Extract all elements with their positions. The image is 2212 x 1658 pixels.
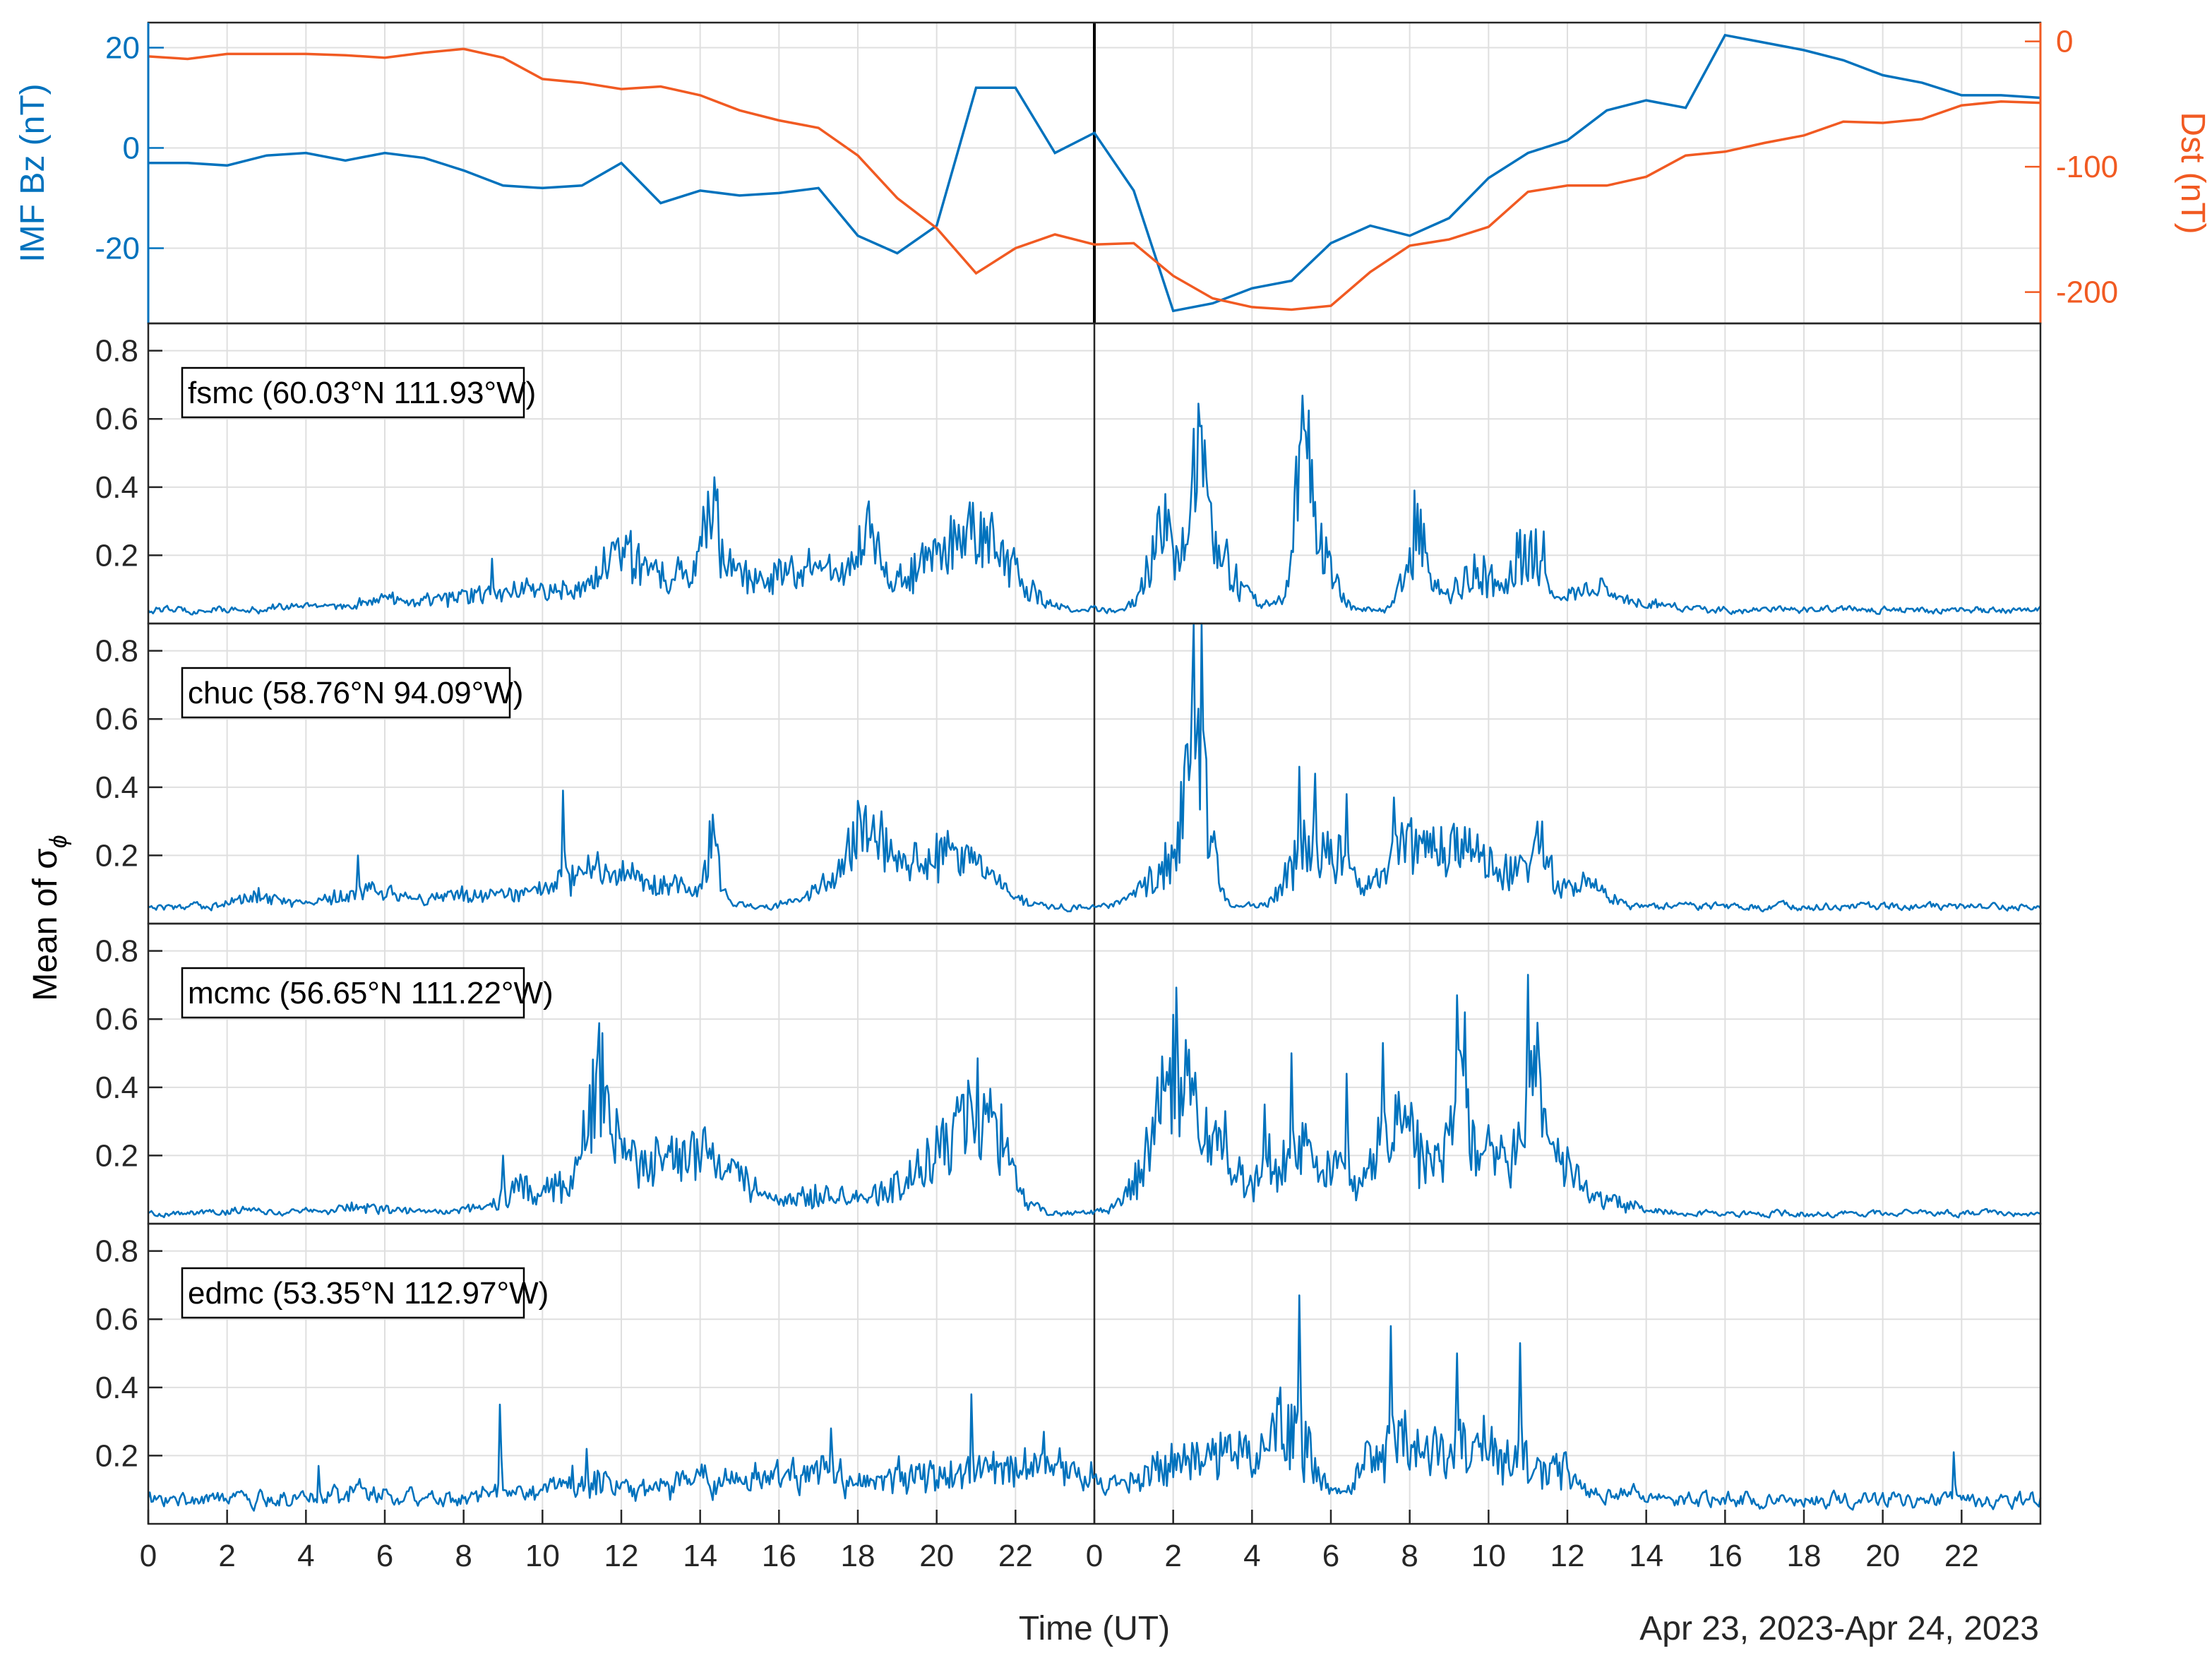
x-tick-label: 2 [218,1539,235,1573]
x-tick-label: 12 [604,1539,639,1573]
top-panel-grid [148,23,2040,323]
panel-y-tick-label: 0.6 [95,702,138,736]
station-label-box [181,967,525,1019]
panel-y-tick-label: 0.6 [95,1302,138,1337]
panel-y-tick-label: 0.2 [95,538,138,573]
dst-tick-label: -100 [2056,150,2118,184]
sigma-phi-trace [148,622,2042,913]
sigma-phi-label-text: Mean of σ [27,848,64,1001]
x-tick-label: 22 [1944,1539,1979,1573]
panel-y-tick-label: 0.6 [95,1002,138,1037]
station-panel-chuc: 0.2 0.4 0.6 0.8 chuc (58.76°N 94.09°W) [95,622,2042,925]
sigma-phi-axis-label: Mean of σϕ [27,835,72,1001]
bz-tick-label: 20 [105,31,140,66]
dst-axis-label: Dst (nT) [2174,112,2211,234]
station-label-box [181,667,511,719]
x-tick-label: 10 [1471,1539,1506,1573]
x-tick-label: 20 [1865,1539,1900,1573]
x-tick-label: 20 [919,1539,954,1573]
dst-line [148,47,2041,311]
top-panel: 200-200-100-200 IMF Bz (nT) Dst (nT) [14,21,2211,325]
top-panel-series [148,33,2041,313]
bz-tick-label: -20 [95,232,140,266]
station-label-box [181,366,525,419]
x-tick-label: 8 [455,1539,472,1573]
bz-tick-label: 0 [123,131,140,166]
x-tick-label: 4 [1243,1539,1260,1573]
station-panel-fsmc: 0.2 0.4 0.6 0.8 fsmc (60.03°N 111.93°W) [95,322,2042,625]
x-tick-label: 2 [1164,1539,1181,1573]
dst-tick-label: -200 [2056,275,2118,310]
panel-y-tick-label: 0.2 [95,1138,138,1173]
x-tick-label: 18 [1787,1539,1822,1573]
panel-y-tick-label: 0.8 [95,1234,138,1269]
panel-y-tick-label: 0.8 [95,634,138,669]
panel-y-tick-label: 0.8 [95,934,138,969]
station-label: fsmc (60.03°N 111.93°W) [188,376,536,410]
panel-y-tick-label: 0.4 [95,1371,138,1405]
x-tick-label: 0 [1086,1539,1103,1573]
x-tick-label: 8 [1401,1539,1418,1573]
x-tick-label: 0 [140,1539,157,1573]
panel-y-tick-label: 0.8 [95,334,138,369]
date-range-label: Apr 23, 2023-Apr 24, 2023 [1639,1610,2039,1647]
panel-y-tick-label: 0.4 [95,470,138,505]
sigma-phi-trace [147,1294,2042,1512]
x-tick-label: 18 [841,1539,875,1573]
panel-y-tick-label: 0.2 [95,838,138,873]
x-tick-label: 14 [1629,1539,1663,1573]
sigma-phi-subscript: ϕ [45,835,72,848]
panel-y-tick-label: 0.4 [95,770,138,805]
sigma-phi-trace [148,974,2041,1219]
top-panel-ticks: 200-200-100-200 [95,23,2118,323]
station-panel-edmc: 0.2 0.4 0.6 0.8 edmc (53.35°N 112.97°W) [95,1222,2042,1525]
station-label-box [181,1267,525,1319]
sigma-phi-trace [147,394,2042,616]
station-panel-mcmc: 0.2 0.4 0.6 0.8 mcmc (56.65°N 111.22°W) [95,922,2042,1225]
x-tick-label: 4 [297,1539,314,1573]
station-label: mcmc (56.65°N 111.22°W) [188,976,554,1010]
x-tick-label: 6 [376,1539,393,1573]
x-tick-label: 22 [998,1539,1033,1573]
panel-y-tick-label: 0.2 [95,1438,138,1473]
dst-tick-label: 0 [2056,25,2073,59]
bz-axis-label: IMF Bz (nT) [14,83,52,262]
x-axis-label: Time (UT) [1019,1610,1170,1647]
x-axis-ticks: 0 2 4 6 8 10 12 14 16 18 20 22 0 2 4 6 8 10 12 14 16 18 20 22 [140,1510,1979,1573]
station-label: edmc (53.35°N 112.97°W) [188,1276,549,1311]
x-tick-label: 12 [1550,1539,1585,1573]
panel-y-tick-label: 0.4 [95,1070,138,1105]
x-tick-label: 16 [1708,1539,1742,1573]
panel-y-tick-label: 0.6 [95,402,138,436]
x-tick-label: 16 [762,1539,796,1573]
x-tick-label: 6 [1322,1539,1339,1573]
station-label: chuc (58.76°N 94.09°W) [188,676,523,710]
imf-bz-line [148,33,2041,313]
x-tick-label: 14 [683,1539,717,1573]
x-tick-label: 10 [525,1539,560,1573]
